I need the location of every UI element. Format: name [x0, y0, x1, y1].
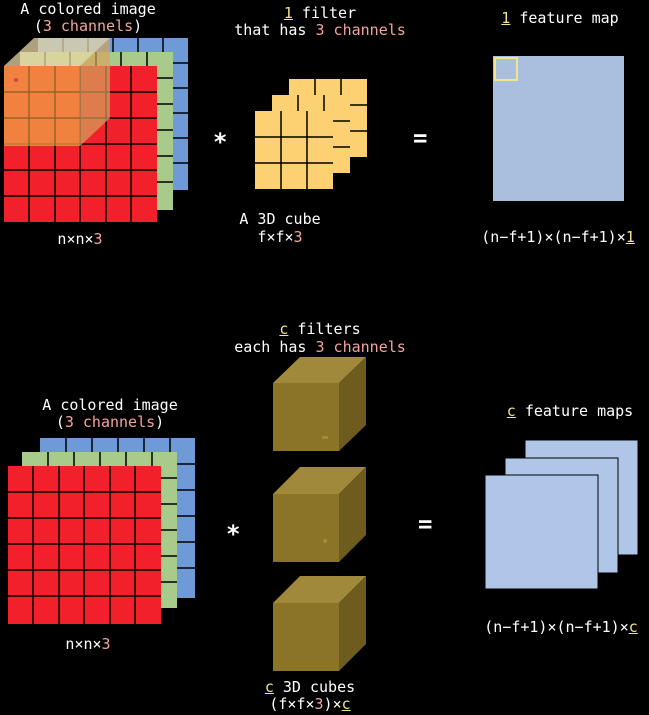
top-image-channels: (3 channels)	[33, 17, 143, 35]
feature-map-front	[484, 474, 599, 590]
top-filter-title: 1 filter	[283, 4, 357, 22]
equals-sign-2: =	[418, 510, 433, 538]
equals-sign: =	[413, 124, 428, 152]
convolution-star-2: *	[226, 520, 241, 548]
top-image-dims: n×n×3	[57, 230, 103, 248]
top-feature-map-title: 1 feature map	[501, 9, 619, 27]
bottom-image-channels: (3 channels)	[55, 413, 165, 431]
filter-cube-3	[273, 576, 366, 671]
bottom-feature-maps-dims: (n−f+1)×(n−f+1)×c	[484, 618, 638, 636]
top-filter-channels: that has 3 channels	[234, 21, 406, 39]
bottom-feature-maps-title: c feature maps	[506, 402, 634, 420]
bottom-filters-channels: each has 3 channels	[234, 338, 406, 356]
bottom-image-dims: n×n×3	[65, 635, 111, 653]
bottom-filters-title: c filters	[279, 320, 361, 338]
top-cube-label: A 3D cube	[239, 210, 321, 228]
filter-channel-front	[255, 111, 333, 189]
top-feature-map-dims: (n−f+1)×(n−f+1)×1	[481, 228, 635, 246]
top-cube-dims: f×f×3	[257, 228, 303, 246]
filter-cube-1	[273, 357, 366, 451]
top-image-title: A colored image	[20, 0, 156, 18]
bottom-image-title: A colored image	[42, 396, 178, 414]
top-graphics	[4, 38, 624, 222]
feature-map	[493, 56, 624, 201]
filter-overlay-box	[4, 38, 110, 146]
bottom-cubes-label: c 3D cubes	[264, 678, 356, 696]
filter-cube-2	[273, 467, 366, 562]
bottom-cubes-dims: (f×f×3)×c	[269, 695, 351, 713]
image2-red-channel	[8, 466, 161, 624]
convolution-star: *	[213, 128, 228, 156]
